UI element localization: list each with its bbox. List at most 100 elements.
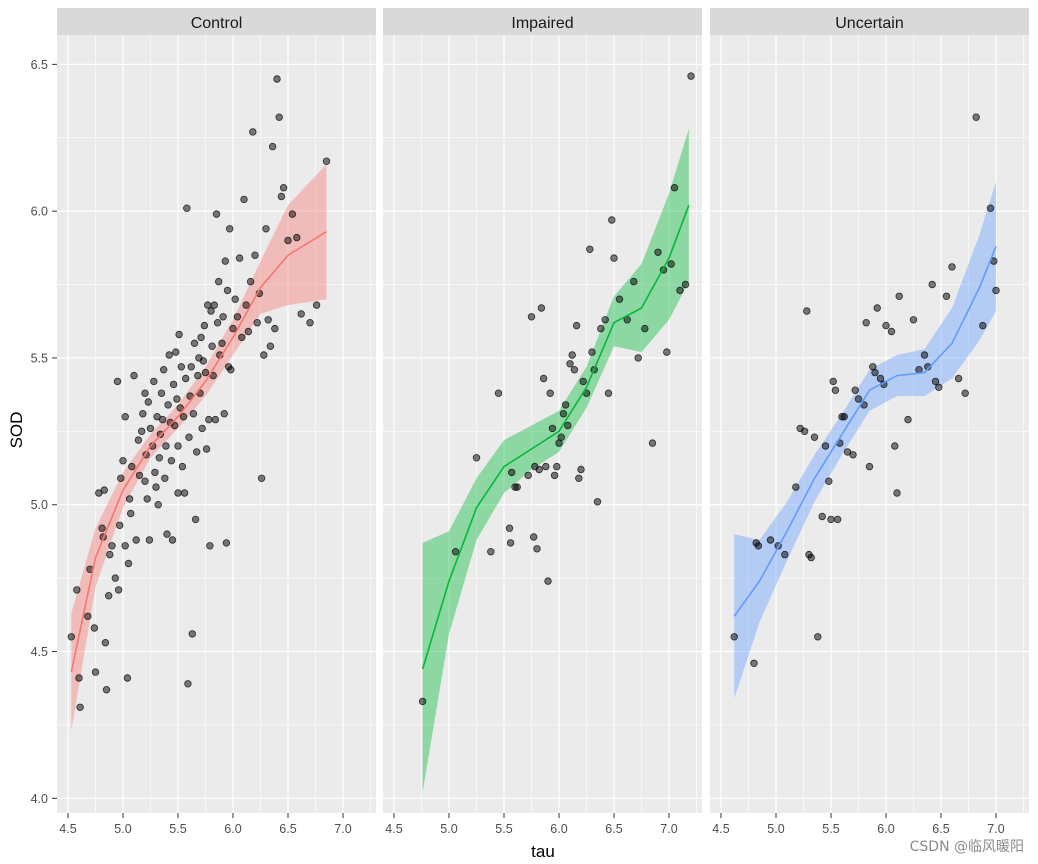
- x-axis-impaired: 4.5 5.0 5.5 6.0 6.5 7.0: [385, 813, 678, 836]
- data-point: [800, 427, 809, 435]
- data-point: [935, 383, 943, 391]
- data-point: [537, 304, 546, 312]
- y-tick-label: 4.5: [31, 645, 48, 659]
- data-point: [487, 548, 495, 556]
- y-axis: 4.0 4.5 5.0 5.5 6.0 6.5: [31, 58, 57, 806]
- data-point: [114, 586, 123, 594]
- data-point: [513, 483, 521, 491]
- data-point: [818, 512, 826, 521]
- data-point: [972, 113, 980, 121]
- data-point: [227, 366, 235, 374]
- y-tick-label: 5.5: [31, 351, 48, 365]
- data-point: [865, 462, 874, 471]
- facet-panels: Control Impaired Uncertain: [57, 8, 1029, 813]
- data-point: [654, 248, 662, 256]
- data-point: [191, 515, 200, 524]
- data-point: [202, 445, 211, 453]
- data-point: [506, 539, 515, 547]
- data-point: [928, 280, 936, 289]
- data-point: [873, 304, 881, 312]
- data-point: [75, 674, 83, 682]
- data-point: [229, 324, 237, 333]
- data-point: [548, 424, 557, 433]
- data-point: [862, 319, 870, 327]
- facet-strip: [57, 8, 376, 35]
- data-point: [527, 313, 536, 321]
- data-point: [754, 542, 763, 550]
- data-point: [833, 515, 842, 524]
- data-point: [218, 339, 226, 347]
- data-point: [895, 292, 903, 300]
- data-point: [876, 374, 885, 383]
- data-point: [170, 421, 179, 430]
- data-point: [163, 530, 171, 538]
- smooth-line: [70, 231, 327, 673]
- data-point: [249, 128, 257, 136]
- data-points: [730, 113, 1000, 667]
- data-point: [253, 319, 261, 327]
- data-point: [909, 316, 918, 324]
- data-point: [575, 474, 583, 482]
- x-tick-label: 5.5: [822, 822, 839, 836]
- data-point: [181, 374, 190, 383]
- data-point: [279, 183, 288, 192]
- data-point: [167, 457, 176, 465]
- data-point: [175, 330, 183, 339]
- data-point: [530, 533, 538, 541]
- data-point: [101, 639, 110, 647]
- data-point: [524, 471, 532, 480]
- data-points: [67, 75, 331, 711]
- data-point: [205, 415, 213, 424]
- data-point: [115, 521, 124, 529]
- data-point: [851, 386, 859, 394]
- data-point: [198, 424, 206, 433]
- data-point: [194, 371, 202, 380]
- data-point: [810, 433, 819, 441]
- data-point: [266, 342, 275, 350]
- data-point: [128, 462, 136, 471]
- data-point: [891, 442, 899, 450]
- data-point: [223, 286, 232, 295]
- data-point: [161, 474, 169, 482]
- data-point: [130, 371, 138, 380]
- panel-background: [57, 35, 376, 813]
- panel-data: [418, 72, 695, 793]
- data-point: [251, 251, 259, 259]
- x-tick-label: 6.0: [224, 822, 241, 836]
- smooth-line: [733, 246, 997, 617]
- data-point: [165, 351, 173, 359]
- data-point: [306, 319, 314, 327]
- data-point: [781, 550, 789, 559]
- data-point: [831, 386, 840, 394]
- data-point: [297, 310, 305, 318]
- data-point: [150, 377, 158, 386]
- facet-impaired: Impaired: [383, 8, 702, 813]
- data-point: [577, 465, 585, 474]
- data-point: [244, 327, 253, 336]
- data-point: [134, 436, 143, 444]
- data-point: [106, 550, 114, 559]
- data-point: [667, 260, 675, 268]
- data-point: [564, 421, 572, 430]
- data-point: [155, 454, 163, 462]
- data-point: [117, 474, 125, 482]
- x-tick-label: 6.5: [932, 822, 949, 836]
- data-point: [277, 192, 286, 201]
- data-point: [601, 316, 609, 324]
- data-point: [271, 324, 279, 333]
- data-point: [814, 633, 822, 641]
- facet-uncertain: Uncertain: [710, 8, 1029, 813]
- data-point: [172, 348, 180, 356]
- data-point: [893, 489, 901, 497]
- data-point: [494, 389, 503, 397]
- data-point: [288, 210, 297, 218]
- data-point: [197, 333, 205, 342]
- y-tick-label: 6.5: [31, 58, 48, 72]
- data-point: [827, 515, 835, 524]
- data-point: [472, 454, 481, 462]
- data-point: [177, 363, 185, 371]
- data-point: [246, 277, 255, 286]
- data-point: [557, 433, 565, 441]
- data-point: [275, 113, 283, 121]
